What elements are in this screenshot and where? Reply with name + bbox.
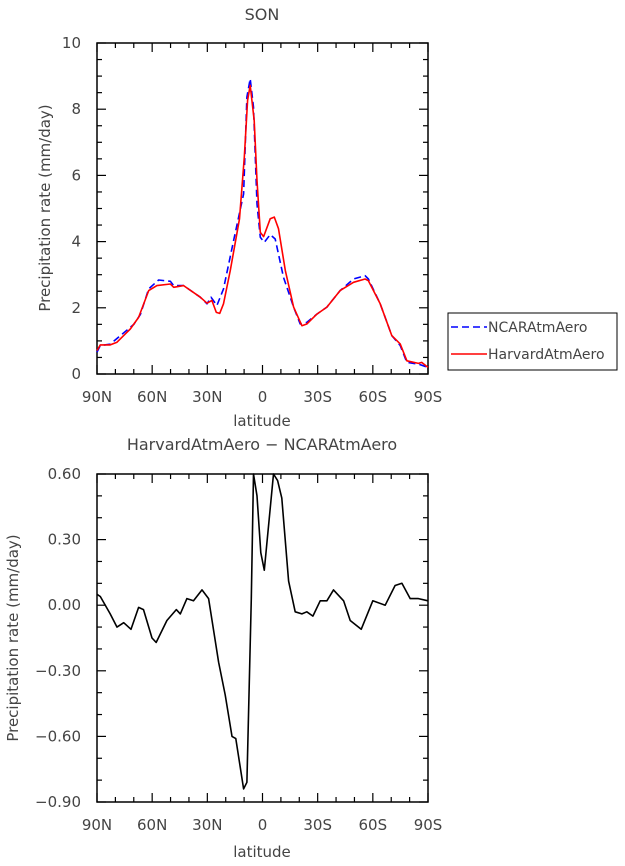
bottom-ylabel: Precipitation rate (mm/day) [4,534,22,741]
y-tick-label: −0.60 [35,727,81,745]
series-line-difference [96,473,429,790]
legend-label-ncar: NCARAtmAero [488,320,587,336]
plot-frame [96,473,429,803]
x-tick-label: 60S [359,388,388,406]
y-tick-label: −0.90 [35,793,81,811]
x-tick-label: 60S [359,816,388,834]
y-tick-label: 2 [71,299,81,317]
y-tick-label: 0.30 [48,531,81,549]
y-tick-label: 6 [71,166,81,184]
y-tick-label: 10 [62,34,81,52]
y-tick-label: 4 [71,233,81,251]
y-tick-label: −0.30 [35,662,81,680]
y-tick-label: 8 [71,100,81,118]
legend: NCARAtmAero HarvardAtmAero [447,312,618,371]
x-tick-label: 90N [82,816,112,834]
plot-frame [96,42,429,375]
x-tick-label: 60N [137,816,167,834]
x-tick-label: 30N [192,388,222,406]
series-line-harvardatmaero [96,84,429,369]
x-tick-label: 90S [414,816,443,834]
x-tick-label: 0 [258,816,268,834]
top-xlabel: latitude [233,412,291,430]
x-tick-label: 90N [82,388,112,406]
top-ylabel: Precipitation rate (mm/day) [36,104,54,311]
series-line-ncaratmaero [96,77,429,369]
x-tick-label: 30N [192,816,222,834]
top-title: SON [245,5,280,24]
top-panel: SON latitude Precipitation rate (mm/day)… [36,5,442,430]
y-tick-label: 0 [71,365,81,383]
x-tick-label: 60N [137,388,167,406]
x-tick-label: 30S [303,816,332,834]
y-tick-label: 0.00 [48,596,81,614]
legend-label-harvard: HarvardAtmAero [488,347,605,363]
bottom-xlabel: latitude [233,843,291,861]
x-tick-label: 30S [303,388,332,406]
x-tick-label: 90S [414,388,443,406]
bottom-panel: HarvardAtmAero − NCARAtmAero latitude Pr… [4,435,442,861]
x-tick-label: 0 [258,388,268,406]
y-tick-label: 0.60 [48,465,81,483]
bottom-title: HarvardAtmAero − NCARAtmAero [127,435,397,454]
